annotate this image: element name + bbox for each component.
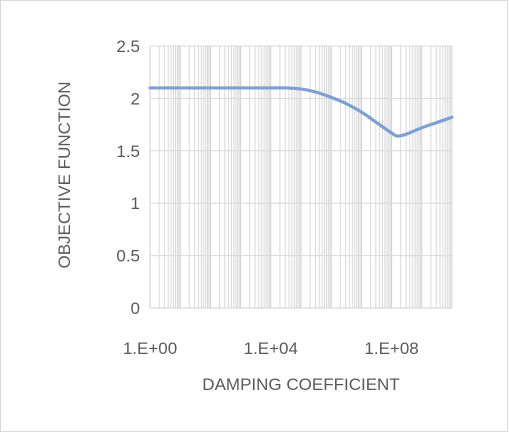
- y-tick-label: 2: [131, 89, 140, 108]
- y-tick-labels: 0 0.5 1 1.5 2 2.5: [116, 37, 140, 318]
- grid-lines: [149, 45, 453, 308]
- y-tick-label: 0: [131, 299, 140, 318]
- x-tick-label: 1.E+00: [123, 339, 177, 358]
- x-tick-label: 1.E+08: [364, 339, 418, 358]
- x-tick-label: 1.E+04: [244, 339, 298, 358]
- y-tick-label: 2.5: [116, 37, 140, 56]
- x-axis-label: DAMPING COEFFICIENT: [202, 375, 399, 394]
- series-layer: [148, 86, 454, 138]
- y-tick-label: 1.5: [116, 142, 140, 161]
- y-tick-label: 1: [131, 194, 140, 213]
- series-line: [148, 86, 454, 138]
- y-tick-label: 0.5: [116, 247, 140, 266]
- y-axis-label: OBJECTIVE FUNCTION: [55, 81, 74, 268]
- x-tick-labels: 1.E+00 1.E+04 1.E+08: [123, 339, 419, 358]
